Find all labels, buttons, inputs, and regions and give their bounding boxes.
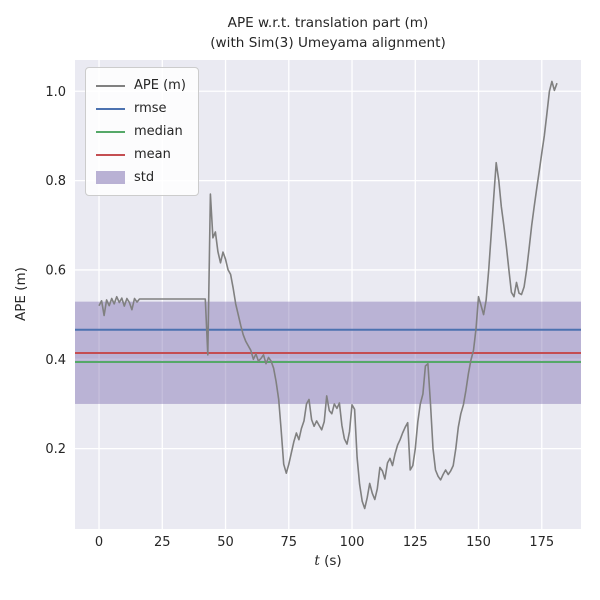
chart-title-block: APE w.r.t. translation part (m) (with Si… — [75, 13, 581, 54]
legend-label: median — [134, 124, 183, 139]
legend: APE (m) rmse median mean std — [85, 67, 199, 196]
legend-patch-swatch — [96, 171, 125, 184]
x-tick-label: 100 — [340, 535, 365, 550]
y-tick-label: 0.6 — [45, 263, 66, 278]
x-tick-label: 175 — [529, 535, 554, 550]
x-tick-label: 75 — [281, 535, 298, 550]
legend-entry-std: std — [96, 166, 186, 189]
y-tick-label: 0.4 — [45, 353, 66, 368]
y-axis-label: APE (m) — [13, 267, 29, 321]
ape-line — [98, 80, 558, 510]
x-tick-label: 50 — [217, 535, 234, 550]
legend-label: mean — [134, 147, 171, 162]
legend-entry-rmse: rmse — [96, 97, 186, 120]
legend-label: rmse — [134, 101, 167, 116]
legend-entry-mean: mean — [96, 143, 186, 166]
x-tick-label: 0 — [95, 535, 103, 550]
legend-line-swatch — [96, 130, 125, 133]
x-tick-label: 125 — [403, 535, 428, 550]
legend-label: APE (m) — [134, 78, 186, 93]
legend-entry-ape-m-: APE (m) — [96, 74, 186, 97]
legend-label: std — [134, 170, 155, 185]
legend-line-swatch — [96, 107, 125, 110]
legend-entry-median: median — [96, 120, 186, 143]
x-tick-label: 25 — [154, 535, 171, 550]
y-tick-label: 1.0 — [45, 85, 66, 100]
y-tick-label: 0.2 — [45, 442, 66, 457]
x-axis-label: t (s) — [314, 553, 342, 569]
y-tick-label: 0.8 — [45, 174, 66, 189]
chart-subtitle: (with Sim(3) Umeyama alignment) — [210, 35, 446, 52]
chart-title: APE w.r.t. translation part (m) — [227, 15, 429, 31]
legend-line-swatch — [96, 153, 125, 156]
legend-line-swatch — [96, 84, 125, 87]
x-tick-label: 150 — [466, 535, 491, 550]
